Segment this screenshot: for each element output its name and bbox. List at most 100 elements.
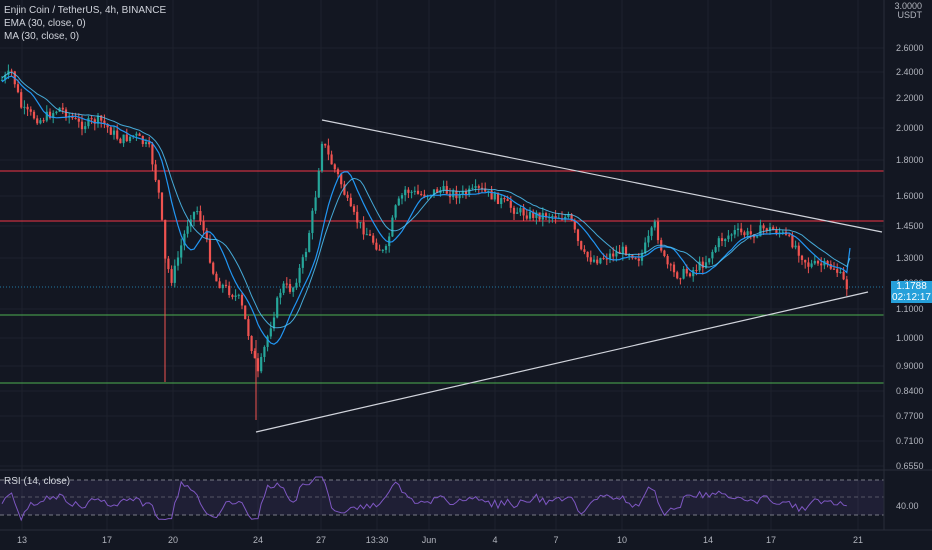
triangle-trendlines[interactable] (255, 119, 883, 433)
candle-body (397, 198, 400, 206)
candle-body (74, 118, 77, 120)
rsi-legend[interactable]: RSI (14, close) (4, 476, 71, 487)
candle-body (87, 118, 90, 127)
candle-body (330, 154, 333, 165)
candle-body (391, 217, 394, 237)
candle-body (269, 328, 272, 337)
candle-body (829, 264, 832, 269)
candle-body (567, 214, 570, 217)
candle-body (167, 258, 170, 270)
candle-body (196, 211, 199, 213)
candle-body (653, 221, 656, 228)
candle-body (423, 194, 426, 197)
candle-body (759, 225, 762, 237)
axis-top-label: 3.0000 (894, 1, 922, 11)
symbol-title[interactable]: Enjin Coin / TetherUS, 4h, BINANCE (4, 5, 167, 16)
candle-body (512, 207, 516, 214)
ema-legend[interactable]: EMA (30, close, 0) (4, 18, 86, 29)
candle-body (154, 164, 157, 181)
price-tick-label: 0.9000 (896, 361, 924, 371)
candle-body (701, 261, 704, 268)
current-price-badge: 1.1788 02:12:17 (891, 281, 932, 303)
candle-body (740, 228, 743, 233)
moving-averages (1, 71, 851, 345)
candle-body (183, 233, 186, 246)
candle-body (80, 121, 84, 130)
horizontal-levels[interactable] (0, 170, 884, 384)
candle-body (570, 214, 573, 221)
trendline-lower[interactable] (255, 291, 869, 433)
ma-legend[interactable]: MA (30, close, 0) (4, 31, 80, 42)
candle-body (727, 235, 730, 240)
candle-body (368, 234, 372, 236)
candle-body (688, 273, 692, 277)
candle-body (160, 192, 164, 220)
rsi-pane[interactable] (0, 469, 932, 522)
candle-body (327, 145, 330, 155)
candle-body (128, 136, 132, 142)
candle-body (471, 187, 474, 189)
candle-body (509, 200, 512, 208)
candle-body (794, 245, 797, 248)
price-tick-label: 0.6550 (896, 461, 924, 471)
candle-body (573, 220, 576, 230)
time-tick-label: 7 (553, 535, 558, 545)
candle-body (743, 232, 746, 236)
candle-body (311, 210, 314, 234)
candle-body (199, 211, 202, 222)
candle-body (551, 215, 554, 218)
candle-body (388, 236, 391, 247)
candle-body (650, 227, 653, 236)
candle-body (320, 143, 324, 172)
candle-body (173, 265, 176, 283)
candle-body (301, 257, 304, 268)
time-tick-label: 27 (316, 535, 326, 545)
candle-body (461, 191, 464, 195)
candle-body (231, 295, 234, 297)
candle-body (138, 133, 141, 136)
candle-body (112, 130, 116, 135)
candle-body (260, 356, 263, 372)
price-axis-unit: 3.0000 USDT (894, 2, 922, 20)
candle-body (343, 184, 346, 195)
rsi-line (1, 476, 847, 522)
candle-body (583, 249, 586, 252)
candle-body (647, 235, 650, 243)
candle-body (52, 113, 55, 118)
candle-body (276, 297, 279, 318)
candle-body (692, 269, 695, 277)
candle-body (672, 264, 676, 273)
candle-body (116, 130, 119, 139)
candle-body (340, 174, 343, 185)
candle-body (592, 259, 596, 262)
candle-body (698, 261, 701, 271)
trendline-upper[interactable] (321, 119, 883, 233)
price-axis[interactable]: 2.6000 2.4000 2.2000 2.0000 1.8000 1.6000 1.45… (896, 43, 924, 471)
price-tick-label: 2.2000 (896, 93, 924, 103)
candle-body (288, 283, 292, 292)
candle-body (628, 255, 631, 257)
price-tick-label: 1.4500 (896, 221, 924, 231)
candle-body (372, 235, 375, 243)
axis-currency-label: USDT (897, 10, 923, 20)
candlestick-series (0, 64, 848, 420)
candle-body (212, 262, 215, 274)
candle-body (240, 294, 244, 306)
candle-body (436, 189, 439, 193)
candle-body (224, 284, 228, 286)
candle-body (359, 222, 362, 224)
candle-body (295, 282, 298, 288)
time-axis[interactable]: 13 17 20 24 27 13:30 Jun 4 7 10 14 17 21 (17, 535, 863, 545)
candle-body (247, 319, 250, 337)
candle-body (772, 227, 775, 231)
candle-body (407, 189, 410, 193)
candle-body (586, 251, 589, 258)
candle-body (730, 234, 733, 236)
time-tick-label: 17 (766, 535, 776, 545)
candle-body (298, 267, 301, 283)
candle-body (685, 268, 688, 274)
candle-body (704, 262, 708, 268)
candle-body (788, 234, 791, 236)
